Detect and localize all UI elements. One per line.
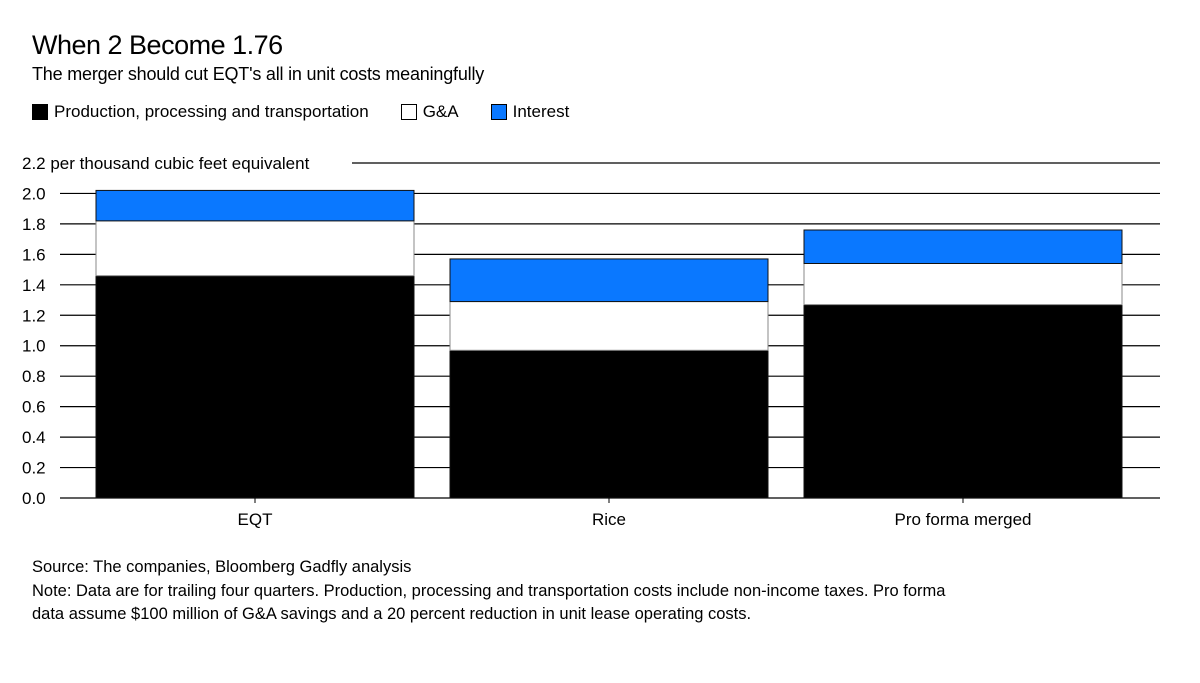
legend-swatch-production (32, 104, 48, 120)
x-tick-label: Pro forma merged (895, 510, 1032, 529)
bar-segment-ga (95, 220, 415, 277)
y-tick-label: 2.2 per thousand cubic feet equivalent (22, 154, 310, 173)
y-tick-label: 0.2 (22, 459, 46, 478)
legend-swatch-ga (400, 104, 417, 120)
y-tick-label: 1.8 (22, 215, 46, 234)
chart-title: When 2 Become 1.76 (32, 30, 283, 60)
y-tick-label: 1.2 (22, 306, 46, 325)
legend-label-interest: Interest (512, 102, 570, 121)
footer: Source: The companies, Bloomberg Gadfly … (32, 556, 952, 627)
bar-segment-interest (95, 189, 415, 222)
x-axis: EQT Rice Pro forma merged (238, 498, 1032, 529)
legend-swatch-interest (490, 104, 507, 120)
legend-item-production: Production, processing and transportatio… (32, 102, 369, 122)
bar-segment-production (449, 349, 769, 499)
y-tick-label: 1.4 (22, 276, 46, 295)
x-tick-label: Rice (592, 510, 626, 529)
bars (95, 189, 1123, 499)
bar-segment-interest (449, 258, 769, 303)
y-axis-labels: 0.0 0.2 0.4 0.6 0.8 1.0 1.2 1.4 1.6 1.8 2.0 2.2 per… (22, 154, 310, 508)
legend-item-ga: G&A (400, 102, 459, 122)
bar-rice (449, 258, 769, 499)
note-text: Note: Data are for trailing four quarter… (32, 581, 946, 624)
bar-pro-forma-merged (803, 229, 1123, 499)
bar-segment-production (95, 275, 415, 499)
bar-segment-interest (803, 229, 1123, 264)
bar-eqt (95, 189, 415, 499)
bar-segment-ga (803, 263, 1123, 306)
y-tick-label: 0.0 (22, 489, 46, 508)
legend: Production, processing and transportatio… (32, 102, 601, 122)
y-tick-label: 1.6 (22, 245, 46, 264)
y-tick-label: 2.0 (22, 184, 46, 203)
bar-segment-ga (449, 301, 769, 351)
y-tick-label: 0.8 (22, 367, 46, 386)
legend-label-production: Production, processing and transportatio… (54, 102, 369, 121)
y-tick-label: 0.6 (22, 398, 46, 417)
legend-label-ga: G&A (422, 102, 459, 121)
y-tick-label: 1.0 (22, 337, 46, 356)
bar-segment-production (803, 304, 1123, 499)
source-text: Source: The companies, Bloomberg Gadfly … (32, 558, 412, 576)
chart-subtitle: The merger should cut EQT's all in unit … (32, 64, 485, 84)
x-tick-label: EQT (238, 510, 273, 529)
legend-item-interest: Interest (490, 102, 570, 122)
y-tick-label: 0.4 (22, 428, 46, 447)
